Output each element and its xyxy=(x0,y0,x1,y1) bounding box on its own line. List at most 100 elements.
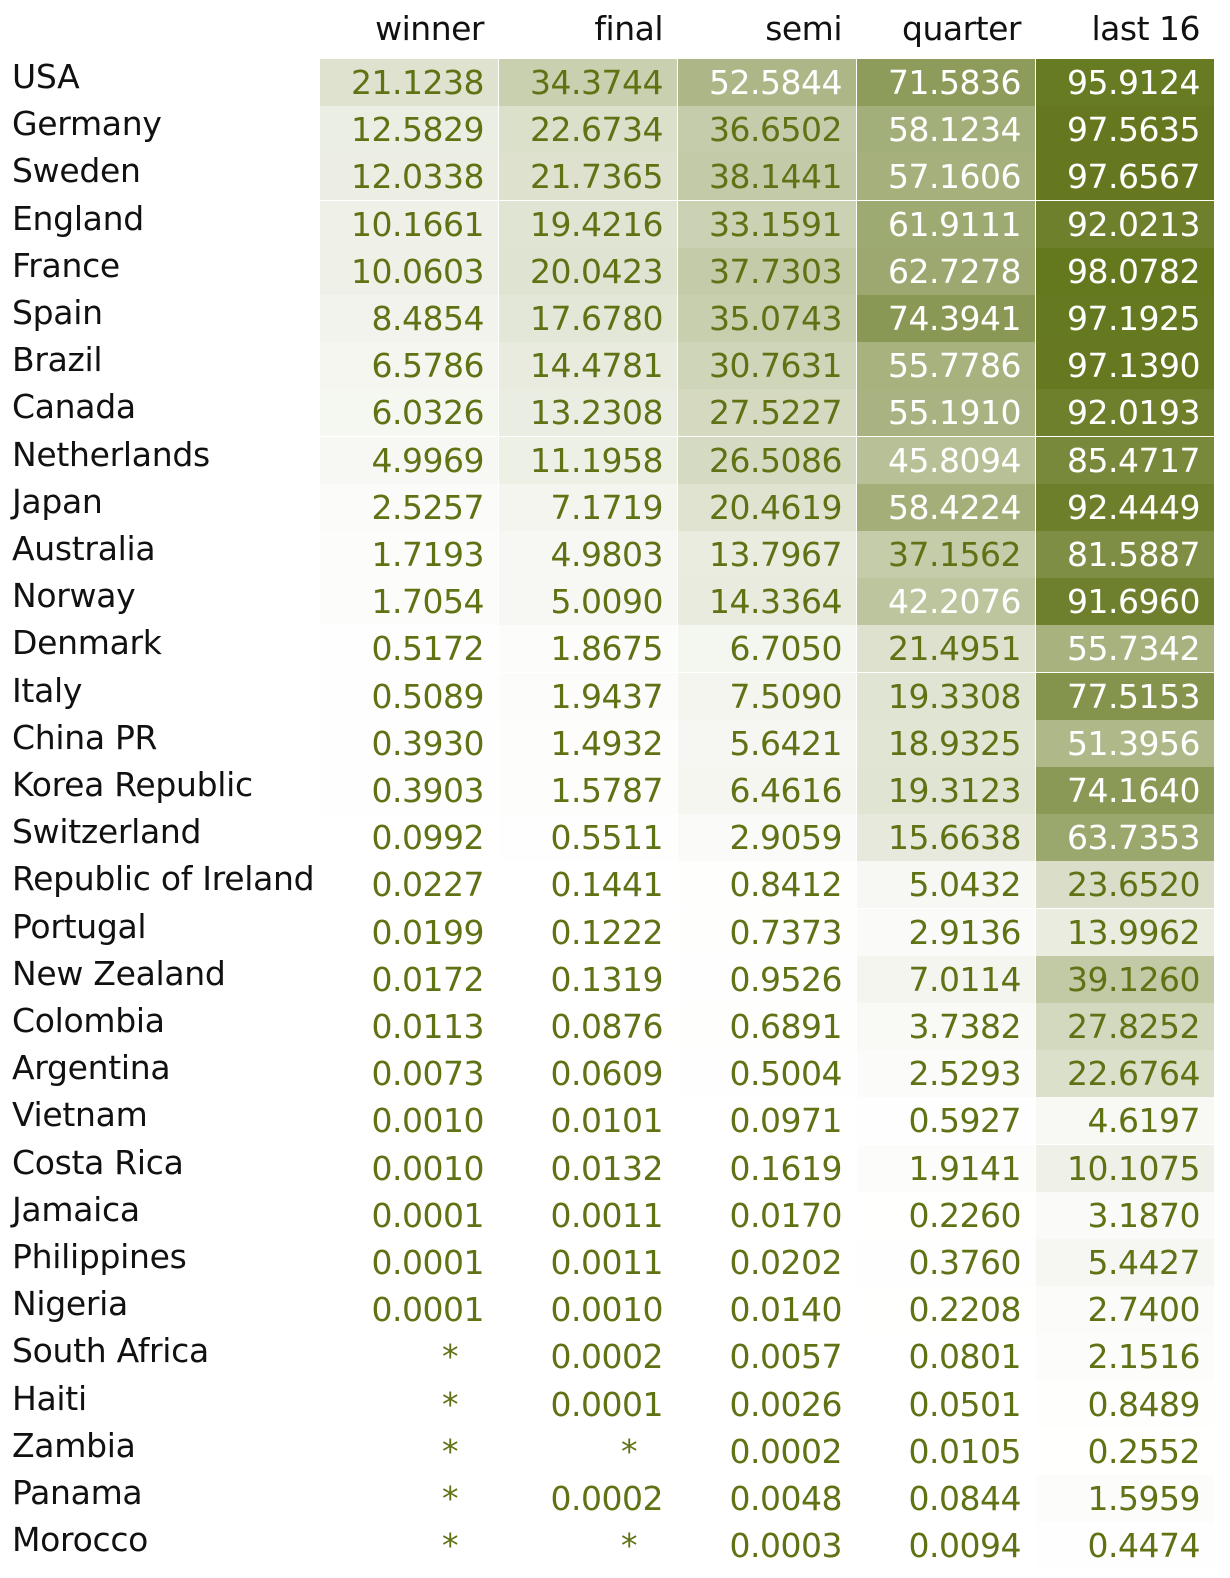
row-label-zambia: Zambia xyxy=(12,1425,136,1465)
cell-norway-final: 5.0090 xyxy=(499,578,677,626)
row-label-italy: Italy xyxy=(12,670,83,710)
row-label-panama: Panama xyxy=(12,1473,143,1512)
cell-panama-last-16: 1.5959 xyxy=(1036,1475,1214,1522)
row-label-costa-rica: Costa Rica xyxy=(12,1142,184,1182)
cell-colombia-quarter: 3.7382 xyxy=(857,1003,1035,1050)
cell-vietnam-last-16: 4.6197 xyxy=(1036,1097,1214,1145)
cell-switzerland-final: 0.5511 xyxy=(499,814,677,862)
cell-china-pr-semi: 5.6421 xyxy=(678,719,856,767)
cell-australia-final: 4.9803 xyxy=(499,531,677,578)
cell-costa-rica-final: 0.0132 xyxy=(499,1144,677,1192)
row-label-spain: Spain xyxy=(12,293,103,332)
cell-usa-winner: 21.1238 xyxy=(320,59,498,106)
row-label-japan: Japan xyxy=(12,481,103,521)
cell-germany-final: 22.6734 xyxy=(499,106,677,154)
cell-south-africa-quarter: 0.0801 xyxy=(857,1333,1035,1381)
cell-netherlands-final: 11.1958 xyxy=(499,436,677,484)
cell-brazil-last-16: 97.1390 xyxy=(1036,342,1214,390)
cell-haiti-semi: 0.0026 xyxy=(678,1380,856,1428)
cell-vietnam-winner: 0.0010 xyxy=(320,1097,498,1145)
cell-zambia-semi: 0.0002 xyxy=(678,1427,856,1475)
cell-switzerland-semi: 2.9059 xyxy=(678,814,856,862)
cell-nigeria-winner: 0.0001 xyxy=(320,1286,498,1334)
column-header-final: final xyxy=(594,9,663,48)
cell-panama-final: 0.0002 xyxy=(499,1475,677,1522)
row-label-canada: Canada xyxy=(12,387,136,427)
cell-england-last-16: 92.0213 xyxy=(1036,200,1214,248)
cell-usa-last-16: 95.9124 xyxy=(1036,59,1214,106)
cell-jamaica-final: 0.0011 xyxy=(499,1191,677,1239)
column-header-quarter: quarter xyxy=(902,9,1021,48)
cell-japan-quarter: 58.4224 xyxy=(857,483,1035,531)
cell-canada-last-16: 92.0193 xyxy=(1036,389,1214,437)
row-label-brazil: Brazil xyxy=(12,340,103,380)
cell-new-zealand-last-16: 39.1260 xyxy=(1036,955,1214,1003)
cell-new-zealand-final: 0.1319 xyxy=(499,955,677,1003)
cell-sweden-last-16: 97.6567 xyxy=(1036,153,1214,201)
cell-netherlands-last-16: 85.4717 xyxy=(1036,436,1214,484)
cell-haiti-last-16: 0.8489 xyxy=(1036,1380,1214,1428)
row-label-france: France xyxy=(12,245,120,285)
cell-jamaica-semi: 0.0170 xyxy=(678,1191,856,1239)
row-label-switzerland: Switzerland xyxy=(12,812,202,852)
cell-morocco-semi: 0.0003 xyxy=(678,1522,856,1570)
cell-italy-quarter: 19.3308 xyxy=(857,672,1035,720)
cell-south-africa-semi: 0.0057 xyxy=(678,1333,856,1381)
cell-norway-quarter: 42.2076 xyxy=(857,578,1035,626)
cell-france-semi: 37.7303 xyxy=(678,247,856,295)
cell-netherlands-quarter: 45.8094 xyxy=(857,436,1035,484)
cell-germany-last-16: 97.5635 xyxy=(1036,106,1214,154)
cell-australia-quarter: 37.1562 xyxy=(857,531,1035,578)
cell-brazil-semi: 30.7631 xyxy=(678,342,856,390)
cell-canada-quarter: 55.1910 xyxy=(857,389,1035,437)
cell-haiti-quarter: 0.0501 xyxy=(857,1380,1035,1428)
cell-netherlands-semi: 26.5086 xyxy=(678,436,856,484)
cell-japan-semi: 20.4619 xyxy=(678,483,856,531)
cell-morocco-final: * xyxy=(499,1522,677,1570)
cell-panama-quarter: 0.0844 xyxy=(857,1475,1035,1522)
cell-china-pr-last-16: 51.3956 xyxy=(1036,719,1214,767)
column-header-winner: winner xyxy=(375,9,484,48)
cell-argentina-final: 0.0609 xyxy=(499,1050,677,1098)
cell-vietnam-final: 0.0101 xyxy=(499,1097,677,1145)
cell-panama-semi: 0.0048 xyxy=(678,1475,856,1522)
cell-norway-last-16: 91.6960 xyxy=(1036,578,1214,626)
cell-portugal-quarter: 2.9136 xyxy=(857,908,1035,956)
cell-denmark-final: 1.8675 xyxy=(499,625,677,673)
row-label-philippines: Philippines xyxy=(12,1237,187,1276)
cell-canada-semi: 27.5227 xyxy=(678,389,856,437)
cell-france-last-16: 98.0782 xyxy=(1036,247,1214,295)
cell-norway-semi: 14.3364 xyxy=(678,578,856,626)
cell-japan-winner: 2.5257 xyxy=(320,483,498,531)
cell-netherlands-winner: 4.9969 xyxy=(320,436,498,484)
row-label-england: England xyxy=(12,198,144,238)
cell-italy-winner: 0.5089 xyxy=(320,672,498,720)
row-label-haiti: Haiti xyxy=(12,1378,87,1418)
cell-italy-last-16: 77.5153 xyxy=(1036,672,1214,720)
cell-korea-republic-final: 1.5787 xyxy=(499,767,677,814)
cell-new-zealand-quarter: 7.0114 xyxy=(857,955,1035,1003)
cell-jamaica-quarter: 0.2260 xyxy=(857,1191,1035,1239)
cell-australia-semi: 13.7967 xyxy=(678,531,856,578)
row-label-republic-of-ireland: Republic of Ireland xyxy=(12,859,315,899)
row-label-nigeria: Nigeria xyxy=(12,1284,128,1324)
cell-republic-of-ireland-winner: 0.0227 xyxy=(320,861,498,909)
cell-korea-republic-last-16: 74.1640 xyxy=(1036,767,1214,814)
cell-colombia-last-16: 27.8252 xyxy=(1036,1003,1214,1050)
cell-south-africa-final: 0.0002 xyxy=(499,1333,677,1381)
cell-zambia-quarter: 0.0105 xyxy=(857,1427,1035,1475)
row-label-colombia: Colombia xyxy=(12,1001,165,1040)
cell-new-zealand-semi: 0.9526 xyxy=(678,955,856,1003)
cell-colombia-winner: 0.0113 xyxy=(320,1003,498,1050)
row-label-usa: USA xyxy=(12,57,80,96)
row-label-korea-republic: Korea Republic xyxy=(12,765,253,804)
cell-zambia-last-16: 0.2552 xyxy=(1036,1427,1214,1475)
cell-france-final: 20.0423 xyxy=(499,247,677,295)
row-label-denmark: Denmark xyxy=(12,623,162,663)
cell-portugal-last-16: 13.9962 xyxy=(1036,908,1214,956)
row-label-portugal: Portugal xyxy=(12,906,147,946)
cell-spain-quarter: 74.3941 xyxy=(857,295,1035,342)
cell-france-winner: 10.0603 xyxy=(320,247,498,295)
cell-germany-quarter: 58.1234 xyxy=(857,106,1035,154)
